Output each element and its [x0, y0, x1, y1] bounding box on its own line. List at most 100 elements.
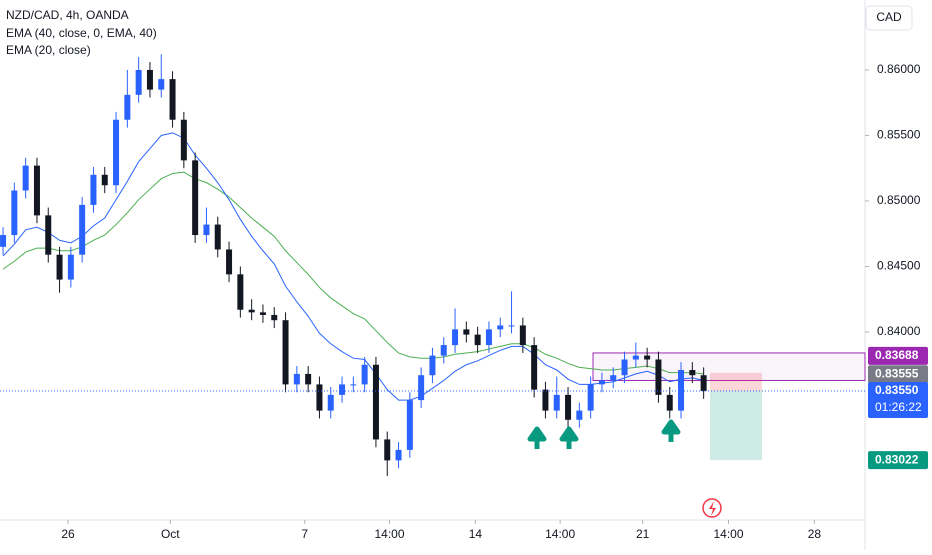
- candle-body: [452, 329, 459, 346]
- candle-body: [666, 394, 673, 411]
- candle-body: [293, 373, 300, 385]
- candle-body: [542, 389, 549, 411]
- candle-body: [237, 274, 244, 310]
- candle-body: [22, 165, 29, 191]
- candle-body: [508, 325, 515, 327]
- x-tick-label: 14:00: [545, 527, 575, 541]
- candle-body: [316, 384, 323, 411]
- candle-body: [282, 320, 289, 385]
- legend-entry: EMA (40, close, 0, EMA, 40): [6, 26, 157, 40]
- chart-title: NZD/CAD, 4h, OANDA: [6, 8, 129, 22]
- currency[interactable]: CAD: [876, 10, 902, 24]
- candle-body: [271, 314, 278, 321]
- candle-body: [350, 384, 357, 386]
- x-tick-label: 21: [636, 527, 650, 541]
- candle-body: [327, 394, 334, 411]
- candle-body: [90, 174, 97, 205]
- candle-body: [474, 334, 481, 346]
- candle-body: [214, 224, 221, 250]
- candle-body: [0, 235, 7, 247]
- price-label: 0.83688: [875, 348, 919, 362]
- y-tick-label: 0.86000: [877, 62, 921, 76]
- candle-body: [361, 364, 368, 385]
- x-tick-label: Oct: [161, 527, 180, 541]
- candle-body: [644, 355, 651, 360]
- candle-body: [440, 345, 447, 356]
- x-tick-label: 14:00: [713, 527, 743, 541]
- currency-button[interactable]: [865, 5, 913, 31]
- candle-body: [587, 384, 594, 411]
- candle-body: [45, 215, 52, 255]
- y-tick-label: 0.84500: [877, 259, 921, 273]
- candle-body: [203, 224, 210, 236]
- ema-line: [2, 132, 704, 401]
- x-tick-label: 28: [808, 527, 822, 541]
- legend-entry: EMA (20, close): [6, 43, 91, 57]
- x-tick-label: 14:00: [374, 527, 404, 541]
- candle-body: [339, 384, 346, 395]
- candle-body: [565, 394, 572, 420]
- x-tick-label: 26: [61, 527, 75, 541]
- candle-body: [158, 79, 165, 90]
- candle-body: [67, 254, 74, 280]
- candle-body: [531, 345, 538, 390]
- price-label-box: [868, 346, 928, 365]
- price-label-box: [868, 365, 928, 384]
- arrow-up: [661, 419, 681, 442]
- price-label: 0.83555: [875, 366, 919, 380]
- price-label-box: [868, 451, 928, 470]
- candle-body: [11, 190, 18, 236]
- candle-body: [192, 160, 199, 236]
- candle-body: [101, 174, 108, 186]
- candle-body: [519, 325, 526, 346]
- stop-zone: [710, 372, 762, 391]
- candle-body: [497, 325, 504, 330]
- countdown: 01:26:22: [875, 400, 922, 414]
- candle-body: [632, 355, 639, 360]
- candle-body: [429, 355, 436, 376]
- y-tick-label: 0.85000: [877, 193, 921, 207]
- candle-body: [146, 69, 153, 90]
- candle-body: [384, 439, 391, 461]
- candle-body: [418, 375, 425, 401]
- candle-body: [248, 309, 255, 313]
- candle-body: [610, 375, 617, 381]
- plot-area: 0.84000 0.84500 0.85000 0.85500 0.86000 26 Oct…: [0, 0, 921, 550]
- candle-body: [169, 79, 176, 120]
- arrow-up: [559, 426, 579, 449]
- ema-line: [2, 171, 704, 375]
- candle-body: [621, 359, 628, 376]
- target-zone: [710, 390, 762, 461]
- candle-body: [180, 119, 187, 161]
- alert-icon[interactable]: [702, 498, 722, 518]
- candle-body: [113, 119, 120, 186]
- alert-bolt: [709, 501, 716, 516]
- price-label: 0.83022: [875, 452, 919, 466]
- candle-body: [135, 69, 142, 95]
- price-label-box: [868, 381, 928, 418]
- y-tick-label: 0.85500: [877, 128, 921, 142]
- candle-body: [259, 312, 266, 315]
- candle-body: [485, 329, 492, 346]
- x-tick-label: 14: [469, 527, 483, 541]
- candle-body: [553, 394, 560, 411]
- candle-body: [56, 254, 63, 280]
- price-label: 0.83550: [875, 383, 919, 397]
- x-tick-label: 7: [301, 527, 308, 541]
- candle-body: [598, 380, 605, 385]
- candle-body: [700, 375, 707, 391]
- candle-body: [395, 449, 402, 461]
- candle-body: [372, 364, 379, 440]
- candle-body: [689, 369, 696, 376]
- candle-body: [678, 369, 685, 411]
- y-tick-label: 0.84000: [877, 324, 921, 338]
- arrow-up: [527, 426, 547, 449]
- candle-body: [79, 204, 86, 255]
- candle-body: [33, 165, 40, 216]
- candle-body: [576, 410, 583, 420]
- candle-body: [226, 249, 233, 275]
- candle-body: [305, 373, 312, 385]
